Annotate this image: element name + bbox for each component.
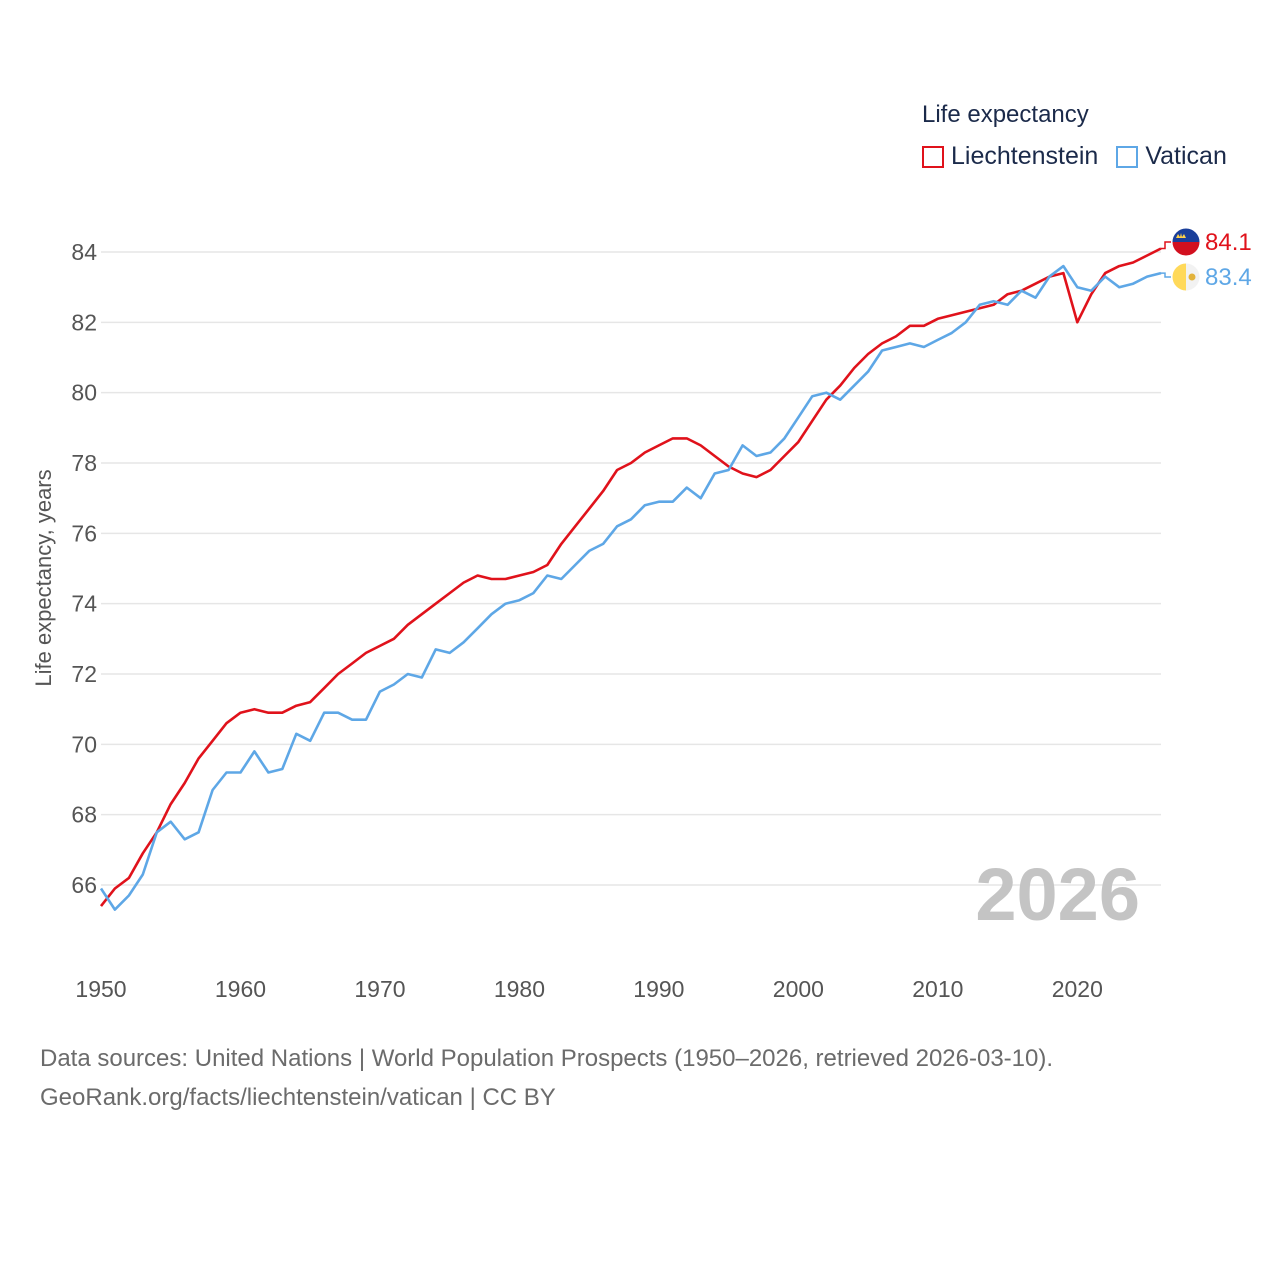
x-tick-label: 2000 xyxy=(773,976,824,1002)
y-axis-ticks: 66 68 70 72 74 76 78 80 82 84 xyxy=(71,239,97,898)
y-tick-label: 78 xyxy=(71,450,97,476)
line-vatican xyxy=(99,264,1162,911)
flag-half-yellow xyxy=(1172,263,1186,291)
y-tick-label: 70 xyxy=(71,731,97,757)
x-tick-label: 1960 xyxy=(215,976,266,1002)
y-tick-label: 68 xyxy=(71,802,97,828)
liechtenstein-flag-icon xyxy=(1171,227,1201,257)
x-axis-ticks: 1950 1960 1970 1980 1990 2000 2010 2020 xyxy=(75,976,1102,1002)
x-tick-label: 2020 xyxy=(1052,976,1103,1002)
x-tick-label: 1990 xyxy=(633,976,684,1002)
legend-label-vatican: Vatican xyxy=(1145,142,1227,170)
series-lines xyxy=(99,247,1162,911)
x-tick-label: 1980 xyxy=(494,976,545,1002)
x-tick-label: 1950 xyxy=(75,976,126,1002)
legend-item-liechtenstein[interactable]: Liechtenstein xyxy=(922,142,1098,171)
data-sources-text: Data sources: United Nations | World Pop… xyxy=(40,1045,1054,1072)
legend-swatch-vatican xyxy=(1116,145,1139,168)
legend: Liechtenstein Vatican xyxy=(922,142,1245,171)
y-tick-label: 84 xyxy=(71,239,97,265)
legend-title: Life expectancy xyxy=(922,101,1089,128)
legend-item-vatican[interactable]: Vatican xyxy=(1116,142,1227,171)
x-tick-label: 1970 xyxy=(354,976,405,1002)
x-tick-label: 2010 xyxy=(912,976,963,1002)
flag-stripe-blue xyxy=(1172,228,1200,242)
y-axis-label: Life expectancy, years xyxy=(31,469,56,686)
y-tick-label: 66 xyxy=(71,872,97,898)
line-liechtenstein xyxy=(99,247,1162,907)
connector-vatican xyxy=(1161,272,1171,278)
flag-stripe-red xyxy=(1172,242,1200,256)
y-tick-label: 72 xyxy=(71,661,97,687)
legend-label-liechtenstein: Liechtenstein xyxy=(951,142,1099,170)
emblem-icon xyxy=(1188,273,1196,281)
crown-icon xyxy=(1176,233,1186,238)
attribution-link[interactable]: GeoRank.org/facts/liechtenstein/vatican … xyxy=(40,1084,556,1111)
gridlines xyxy=(101,251,1161,886)
y-tick-label: 80 xyxy=(71,380,97,406)
y-tick-label: 82 xyxy=(71,309,97,335)
end-value-liechtenstein: 84.1 xyxy=(1205,229,1252,256)
y-tick-label: 74 xyxy=(71,591,97,617)
end-value-vatican: 83.4 xyxy=(1205,264,1252,291)
y-tick-label: 76 xyxy=(71,520,97,546)
series-end-labels: 84.1 83.4 xyxy=(1161,227,1252,292)
legend-swatch-liechtenstein xyxy=(922,145,944,168)
connector-liechtenstein xyxy=(1161,241,1171,250)
vatican-flag-icon xyxy=(1171,262,1201,292)
year-watermark: 2026 xyxy=(975,853,1140,936)
